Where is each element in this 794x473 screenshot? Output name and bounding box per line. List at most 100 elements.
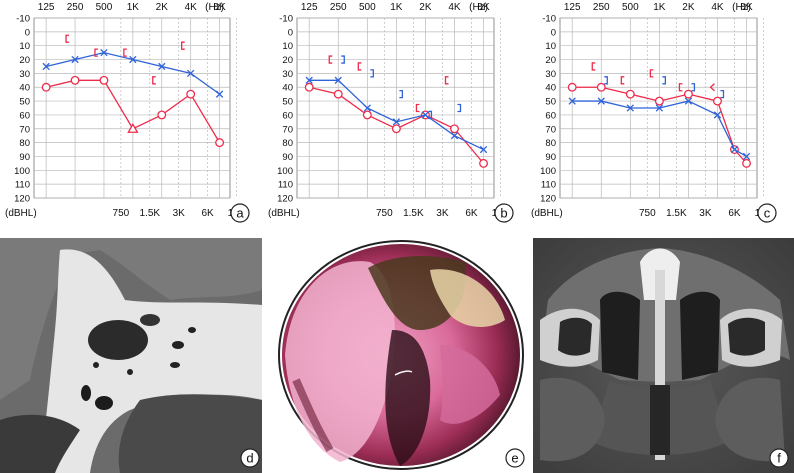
- db-tick-label: 110: [278, 180, 293, 191]
- freq-tick-label: 1K: [127, 2, 140, 13]
- right-ear-air-line: [572, 86, 748, 164]
- left-ear-bone-marker: [399, 90, 404, 99]
- right-ear-air-marker: [215, 138, 225, 148]
- db-tick-label: 80: [282, 138, 293, 149]
- right-ear-air-marker: [391, 124, 401, 134]
- left-ear-bone-marker: [370, 69, 374, 78]
- freq-tick-label: 1K: [653, 2, 666, 13]
- freq-tick-label: 4K: [185, 2, 198, 13]
- left-ear-bone-marker: [662, 76, 667, 85]
- freq-tick-label: 500: [622, 2, 639, 13]
- db-tick-label: 10: [545, 41, 556, 52]
- db-tick-label: 100: [277, 166, 293, 177]
- db-tick-label: 20: [19, 55, 30, 66]
- freq-tick-label: 3K: [436, 208, 449, 219]
- left-ear-air-marker: [742, 152, 751, 161]
- right-ear-air-marker: [479, 158, 488, 168]
- db-tick-label: 0: [551, 27, 556, 38]
- right-ear-air-marker: [742, 158, 751, 168]
- freq-tick-label: 1K: [390, 2, 403, 13]
- left-ear-air-marker: [655, 104, 664, 112]
- right-ear-bone-marker: [591, 62, 596, 71]
- left-ear-air-marker: [187, 69, 195, 78]
- right-ear-air-marker: [713, 96, 722, 106]
- audiogram-a: 1252505001K2K4K8K(Hz)7501.5K3K6K12K-1001…: [5, 2, 250, 223]
- db-tick-label: 110: [541, 180, 556, 191]
- right-ear-bone-marker: [123, 48, 127, 57]
- right-ear-bone-marker: [328, 55, 333, 64]
- db-tick-label: 0: [25, 27, 30, 38]
- freq-tick-label: 250: [593, 2, 610, 13]
- right-ear-air-marker: [333, 89, 343, 99]
- db-tick-label: 40: [545, 83, 556, 94]
- freq-tick-label: 750: [639, 208, 656, 219]
- panel-label-a-circle: [230, 203, 250, 223]
- left-ear-air-marker: [158, 62, 166, 71]
- left-ear-air-marker: [479, 145, 488, 154]
- left-ear-bone-marker: [604, 76, 608, 85]
- panel-label-d-circle: [240, 448, 260, 468]
- plot-area: [33, 17, 231, 199]
- db-tick-label: 50: [545, 97, 556, 108]
- freq-tick-label: 8K: [740, 2, 753, 13]
- db-unit-label: (dBHL): [268, 208, 300, 219]
- right-ear-air-marker: [596, 82, 606, 92]
- left-ear-air-marker: [71, 55, 79, 64]
- db-tick-label: 30: [282, 69, 293, 80]
- panel-label-b: b: [500, 206, 507, 221]
- db-tick-label: 60: [282, 110, 293, 121]
- left-ear-bone-marker: [341, 55, 345, 64]
- freq-tick-label: 2K: [156, 2, 169, 13]
- audiogram-b: 1252505001K2K4K8K(Hz)7501.5K3K6K12K-1001…: [268, 2, 514, 223]
- right-ear-air-marker: [70, 75, 80, 85]
- right-ear-bone-marker: [357, 62, 362, 71]
- endoscopic-nasal-image: [272, 238, 532, 473]
- left-ear-air-marker: [713, 111, 722, 119]
- right-ear-air-marker: [362, 110, 372, 120]
- db-tick-label: 90: [545, 152, 556, 163]
- freq-tick-label: 500: [96, 2, 113, 13]
- db-tick-label: -10: [16, 14, 30, 25]
- left-ear-air-marker: [392, 118, 401, 126]
- db-tick-label: 10: [19, 41, 30, 52]
- db-tick-label: 70: [545, 124, 556, 135]
- right-ear-air-marker: [567, 82, 577, 92]
- freq-tick-label: 750: [376, 208, 393, 219]
- left-ear-air-marker: [421, 111, 430, 119]
- left-ear-air-marker: [215, 90, 224, 98]
- freq-tick-label: 2K: [682, 2, 695, 13]
- left-ear-air-marker: [597, 97, 605, 105]
- panel-label-b-circle: [494, 203, 514, 223]
- right-ear-bone-marker: [444, 76, 449, 85]
- panel-label-c-circle: [757, 203, 777, 223]
- right-ear-bone-marker: [649, 69, 654, 78]
- freq-tick-label: 3K: [699, 208, 712, 219]
- db-tick-label: -10: [542, 14, 556, 25]
- freq-tick-label: 250: [67, 2, 84, 13]
- db-tick-label: 0: [288, 27, 293, 38]
- left-ear-bone-marker: [720, 90, 725, 99]
- db-tick-label: 120: [14, 194, 30, 205]
- ct-temporal-bone-image: [0, 238, 263, 473]
- freq-tick-label: 1.5K: [403, 208, 424, 219]
- left-ear-air-marker: [363, 104, 371, 112]
- db-tick-label: 80: [19, 138, 30, 149]
- audiogram-c: 1252505001K2K4K8K(Hz)7501.5K3K6K12K-1001…: [531, 2, 777, 223]
- right-ear-air-marker: [41, 82, 51, 92]
- db-tick-label: 50: [19, 97, 30, 108]
- panel-label-a: a: [236, 206, 244, 221]
- ct-nasal-axial-image: [533, 238, 794, 473]
- right-ear-air-marker: [304, 82, 314, 92]
- freq-tick-label: 500: [359, 2, 376, 13]
- freq-tick-label: 3K: [173, 208, 186, 219]
- panel-label-e-circle: [505, 448, 525, 468]
- panel-label-e: e: [511, 451, 518, 466]
- right-ear-bone-marker: [678, 83, 683, 92]
- left-ear-bone-marker: [457, 103, 462, 113]
- right-ear-bone-marker: [415, 103, 420, 113]
- db-tick-label: 20: [282, 55, 293, 66]
- db-tick-label: -10: [279, 14, 293, 25]
- panel-label-f-circle: [769, 448, 789, 468]
- freq-tick-label: 6K: [728, 208, 741, 219]
